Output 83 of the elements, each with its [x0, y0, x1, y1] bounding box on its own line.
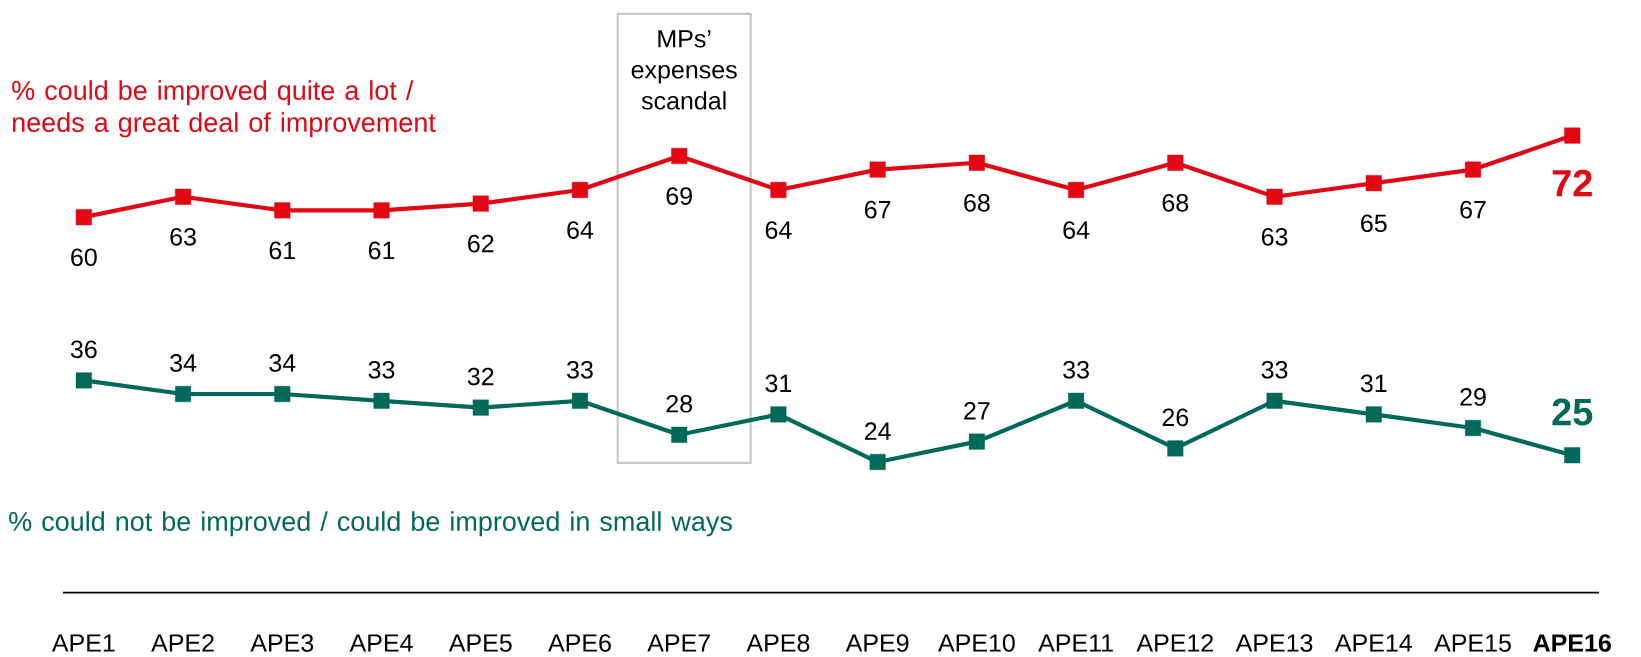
point [75, 372, 92, 389]
data-label: 33 [567, 360, 593, 379]
data-label: 34 [170, 354, 197, 372]
point [274, 202, 291, 219]
point [1564, 127, 1581, 144]
data-label: 33 [1063, 360, 1089, 379]
data-label: 36 [70, 340, 97, 359]
point [968, 154, 985, 171]
point [75, 209, 92, 226]
point [472, 195, 489, 212]
point [671, 426, 688, 443]
point [1167, 440, 1184, 457]
point [571, 181, 588, 198]
point [175, 386, 192, 403]
band-label: MPs’ expenses scandal [631, 30, 737, 110]
data-label: 63 [170, 227, 196, 246]
point [1068, 392, 1085, 409]
x-tick-label: APE1 [51, 634, 115, 652]
x-tick-label: APE9 [845, 634, 909, 652]
point [869, 454, 886, 471]
data-label: 72 [1552, 169, 1592, 197]
point [1365, 175, 1382, 192]
x-tick-label: APE8 [746, 634, 810, 652]
data-label: 64 [765, 221, 792, 239]
data-label: 33 [1261, 360, 1288, 379]
data-label: 31 [765, 374, 792, 393]
x-tick-label: APE12 [1136, 634, 1213, 652]
point [1167, 154, 1184, 171]
data-label: 69 [666, 187, 692, 205]
data-label: 28 [666, 394, 693, 413]
data-label: 33 [368, 360, 395, 379]
point [373, 202, 390, 219]
point [1465, 161, 1482, 178]
x-tick-label: APE3 [250, 634, 314, 652]
x-tick-label: APE7 [647, 634, 710, 652]
point [671, 147, 688, 164]
point [274, 386, 291, 403]
point [1266, 188, 1283, 205]
data-label: 25 [1552, 398, 1593, 426]
point [770, 406, 787, 423]
data-label: 60 [71, 248, 97, 267]
x-tick-label: APE15 [1434, 634, 1511, 652]
x-tick-label: APE5 [448, 634, 512, 652]
x-tick-label: APE13 [1235, 634, 1313, 652]
data-label: 63 [1261, 227, 1288, 246]
x-tick-label: APE14 [1334, 634, 1412, 652]
x-tick-label: APE2 [151, 634, 214, 652]
data-label: 67 [865, 200, 891, 219]
data-label: 62 [468, 234, 494, 253]
point [1266, 392, 1283, 409]
point [770, 181, 787, 198]
data-label: 67 [1460, 200, 1486, 219]
point [571, 392, 588, 409]
point [968, 433, 985, 450]
data-label: 68 [1162, 193, 1189, 212]
text: % could not be improved / could be improved in small ways [9, 511, 732, 537]
point [869, 161, 886, 178]
data-label: 24 [864, 422, 891, 440]
point [1465, 420, 1482, 437]
x-tick-label: APE11 [1038, 634, 1113, 652]
x-tick-label: APE10 [938, 634, 1015, 652]
point [175, 188, 192, 205]
data-label: 68 [964, 193, 990, 212]
point [1068, 181, 1085, 198]
text: % could be improved quite a lot / needs a great deal of improvement [12, 80, 436, 138]
data-label: 27 [964, 401, 990, 420]
data-label: 32 [467, 367, 494, 386]
data-label: 65 [1361, 214, 1387, 233]
point [1564, 447, 1581, 464]
x-tick-label: APE6 [548, 634, 611, 652]
point [1365, 406, 1382, 423]
data-label: 31 [1360, 374, 1387, 393]
data-label: 29 [1460, 388, 1486, 406]
x-tick-label: APE16 [1533, 634, 1611, 652]
data-label: 61 [368, 241, 395, 260]
point [373, 392, 390, 409]
data-label: 64 [1063, 221, 1090, 239]
data-label: 26 [1162, 408, 1189, 427]
data-label: 64 [567, 221, 594, 239]
point [472, 399, 489, 416]
x-tick-label: APE4 [349, 634, 413, 652]
data-label: 34 [269, 354, 296, 372]
data-label: 61 [269, 241, 295, 260]
